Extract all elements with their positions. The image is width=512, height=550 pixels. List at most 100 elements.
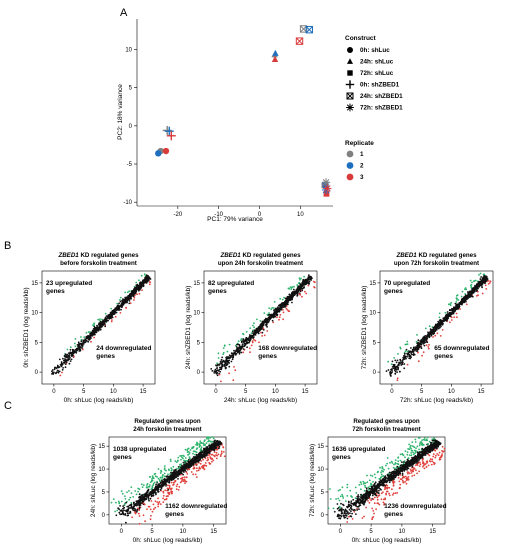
downregulated-label-line2: genes bbox=[434, 353, 453, 360]
scatter-panel-c1: 0 5 10 15 0 5 10 15 0h: shLuc (log reads/kb) 24h:… bbox=[90, 418, 227, 544]
y-tick-label: 10 bbox=[31, 311, 38, 317]
pca-point bbox=[295, 37, 304, 45]
x-axis-label: 72h: shLuc (log reads/kb) bbox=[400, 397, 473, 404]
scatter-dots bbox=[210, 274, 316, 383]
x-axis-label: 0h: shLuc (log reads/kb) bbox=[64, 397, 134, 404]
x-tick-label: 10 bbox=[110, 389, 117, 395]
pca-plot: -20 -10 0 10 -10 -5 0 5 10 PC1: 79% variance PC2… bbox=[117, 19, 333, 223]
downregulated-label-line2: genes bbox=[96, 353, 115, 360]
y-tick-label: 15 bbox=[193, 281, 200, 287]
y-tick-label: 0 bbox=[102, 513, 106, 519]
pca-x-axis-label: PC1: 79% variance bbox=[207, 216, 263, 223]
scatter-title: ZBED1 KD regulated genes bbox=[395, 252, 477, 259]
pca-point bbox=[155, 150, 162, 157]
pca-point bbox=[321, 178, 331, 187]
pca-y-tick-label: 0 bbox=[129, 124, 133, 130]
y-tick-label: 0 bbox=[373, 370, 377, 376]
x-tick-label: 0 bbox=[390, 389, 394, 395]
scatter-subtitle: upon 72h forskolin treatment bbox=[394, 260, 479, 267]
legend-replicate-title: Replicate bbox=[345, 140, 374, 147]
upregulated-label: 1636 upregulated bbox=[332, 446, 385, 453]
x-tick-label: 10 bbox=[448, 389, 455, 395]
y-axis-label: 72h: shLuc (log reads/kb) bbox=[309, 444, 316, 517]
scatter-title: Regulated genes upon bbox=[134, 418, 201, 425]
x-tick-label: 5 bbox=[420, 389, 424, 395]
pca-point bbox=[271, 55, 279, 63]
x-tick-label: 15 bbox=[210, 529, 217, 535]
downregulated-label: 1236 downregulated bbox=[384, 503, 447, 510]
scatter-panel-b3: 0 5 10 15 0 5 10 15 72h: shLuc (log reads/kb) 72h… bbox=[361, 252, 494, 404]
legend-construct-marker bbox=[347, 58, 353, 64]
upregulated-label-line2: genes bbox=[208, 288, 227, 295]
x-tick-label: 0 bbox=[214, 389, 218, 395]
x-tick-label: 5 bbox=[150, 529, 154, 535]
legend-construct-label: 0h: shZBED1 bbox=[360, 82, 400, 89]
x-tick-label: 15 bbox=[302, 389, 309, 395]
panel-label-a: A bbox=[120, 7, 128, 19]
pca-x-tick-label: 10 bbox=[297, 212, 304, 218]
pca-y-tick-label: -5 bbox=[127, 162, 133, 168]
pca-y-axis-label: PC2: 18% variance bbox=[117, 84, 124, 140]
legend-replicate-label: 3 bbox=[360, 174, 364, 181]
legend-construct-label: 72h: shLuc bbox=[360, 70, 394, 77]
legend-replicate-label: 2 bbox=[360, 163, 364, 170]
scatter-panel-b2: 0 5 10 15 0 5 10 15 24h: shLuc (log reads/kb) 24h… bbox=[185, 252, 318, 404]
pca-x-tick-label: -20 bbox=[173, 212, 182, 218]
scatter-title: ZBED1 KD regulated genes bbox=[57, 252, 139, 259]
scatter-dots bbox=[327, 436, 446, 523]
scatter-subtitle: 24h forskolin treatment bbox=[133, 426, 201, 433]
y-axis-label: 0h: shZBED1 (log reads/kb) bbox=[23, 287, 30, 367]
legend-construct-marker bbox=[347, 70, 353, 76]
y-tick-label: 0 bbox=[197, 370, 201, 376]
x-tick-label: 0 bbox=[120, 529, 124, 535]
x-tick-label: 10 bbox=[272, 389, 279, 395]
upregulated-label-line2: genes bbox=[384, 288, 403, 295]
legend-construct-label: 0h: shLuc bbox=[360, 47, 390, 54]
x-tick-label: 5 bbox=[82, 389, 86, 395]
legend-construct-title: Construct bbox=[345, 35, 377, 42]
y-tick-label: 5 bbox=[197, 340, 201, 346]
panel-label-b: B bbox=[4, 240, 11, 252]
y-tick-label: 5 bbox=[321, 490, 325, 496]
y-axis-label: 72h: shZBED1 (log reads/kb) bbox=[361, 286, 368, 370]
pca-point bbox=[305, 25, 314, 34]
pca-point bbox=[162, 125, 172, 135]
legend-construct-marker bbox=[346, 92, 354, 100]
y-tick-label: 15 bbox=[98, 444, 105, 450]
upregulated-label: 23 upregulated bbox=[46, 280, 92, 287]
x-tick-label: 5 bbox=[244, 389, 248, 395]
x-axis-label: 24h: shLuc (log reads/kb) bbox=[224, 397, 297, 404]
x-tick-label: 10 bbox=[180, 529, 187, 535]
pca-y-tick-label: -10 bbox=[123, 200, 132, 206]
x-tick-label: 15 bbox=[140, 389, 147, 395]
legend-replicate-marker bbox=[346, 173, 354, 181]
upregulated-label: 82 upregulated bbox=[208, 280, 254, 287]
pca-x-tick-label: -10 bbox=[214, 212, 223, 218]
pca-legend: Construct 0h: shLuc 24h: shLuc 72h: shLuc 0… bbox=[345, 35, 403, 181]
y-tick-label: 10 bbox=[369, 311, 376, 317]
y-tick-label: 0 bbox=[35, 370, 39, 376]
x-axis-label: 0h: shLuc (log reads/kb) bbox=[133, 537, 203, 544]
downregulated-label: 168 downregulated bbox=[258, 345, 317, 352]
scatter-dots bbox=[385, 272, 492, 382]
pca-plot-area bbox=[137, 19, 333, 206]
pca-point bbox=[272, 49, 279, 56]
scatter-dots bbox=[110, 436, 226, 525]
downregulated-label: 24 downregulated bbox=[96, 345, 151, 352]
downregulated-label-line2: genes bbox=[258, 353, 277, 360]
x-tick-label: 15 bbox=[478, 389, 485, 395]
scatter-title: Regulated genes upon bbox=[353, 418, 420, 425]
pca-y-tick-label: 5 bbox=[129, 86, 133, 92]
upregulated-label-line2: genes bbox=[113, 454, 132, 461]
upregulated-label-line2: genes bbox=[332, 454, 351, 461]
y-tick-label: 15 bbox=[31, 281, 38, 287]
pca-x-tick-label: 0 bbox=[258, 212, 262, 218]
pca-point bbox=[323, 184, 332, 193]
x-tick-label: 15 bbox=[429, 529, 436, 535]
legend-construct-label: 24h: shZBED1 bbox=[360, 93, 403, 100]
y-axis-label: 24h: shZBED1 (log reads/kb) bbox=[185, 286, 192, 370]
y-tick-label: 5 bbox=[373, 340, 377, 346]
scatter-title: ZBED1 KD regulated genes bbox=[219, 252, 301, 259]
y-tick-label: 15 bbox=[369, 281, 376, 287]
scatter-panel-b1: 0 5 10 15 0 5 10 15 0h: shLuc (log reads/kb) 0h: … bbox=[23, 252, 156, 404]
